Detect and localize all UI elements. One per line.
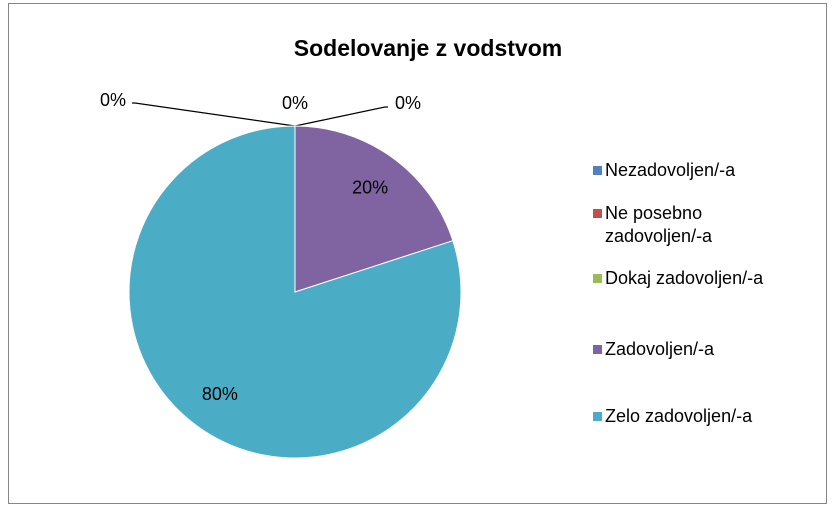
legend-swatch: [593, 166, 602, 175]
chart-title: Sodelovanje z vodstvom: [294, 35, 562, 61]
legend-item: Zelo zadovoljen/-a: [593, 405, 795, 428]
legend-swatch: [593, 412, 602, 421]
data-label: 0%: [395, 93, 421, 113]
legend-label: Nezadovoljen/-a: [605, 160, 736, 180]
leader-line: [132, 102, 296, 127]
legend-item: Ne posebno zadovoljen/-a: [593, 202, 795, 248]
legend-item: Dokaj zadovoljen/-a: [593, 267, 795, 290]
pie-slice: [294, 125, 454, 293]
legend-swatch: [593, 274, 602, 283]
legend-swatch: [593, 345, 602, 354]
legend-item: Zadovoljen/-a: [593, 338, 795, 361]
legend-label: Dokaj zadovoljen/-a: [605, 268, 764, 288]
pie-slice: [128, 125, 462, 459]
data-label: 20%: [352, 177, 388, 197]
legend-item: Nezadovoljen/-a: [593, 159, 795, 182]
leader-line: [294, 106, 388, 127]
data-label: 80%: [202, 384, 238, 404]
legend-label: Zelo zadovoljen/-a: [605, 406, 753, 426]
data-label: 0%: [100, 90, 126, 110]
legend-label: Ne posebno zadovoljen/-a: [605, 203, 713, 246]
legend-label: Zadovoljen/-a: [605, 339, 715, 359]
legend-swatch: [593, 209, 602, 218]
data-label: 0%: [282, 93, 308, 113]
